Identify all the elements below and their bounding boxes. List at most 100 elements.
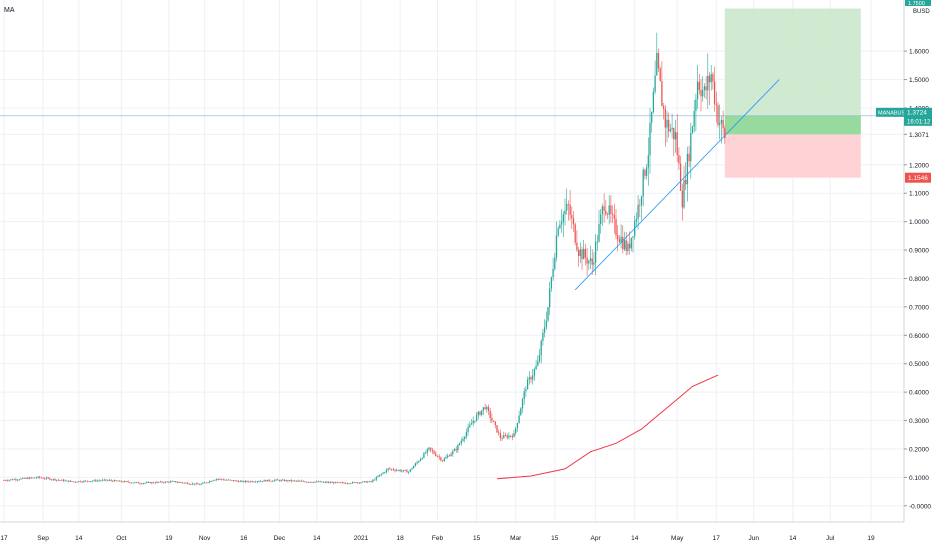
candle-body — [545, 320, 547, 328]
candle-body — [166, 481, 168, 483]
candle-body — [666, 119, 668, 128]
candle-body — [317, 481, 320, 483]
candle-body — [314, 481, 316, 483]
candle-body — [338, 482, 340, 484]
time-tick-label: 19 — [867, 535, 875, 542]
candle-body — [387, 468, 389, 470]
candle-body — [572, 218, 575, 225]
candle-body — [414, 463, 417, 467]
candle-body — [475, 415, 478, 421]
candle-body — [613, 214, 615, 219]
candle-body — [173, 481, 175, 482]
candle-body — [168, 481, 170, 483]
candle-body — [52, 478, 54, 480]
candle-body — [147, 482, 150, 483]
candle-body — [669, 129, 672, 132]
candle-body — [226, 479, 228, 481]
candle-body — [632, 236, 634, 238]
candle-body — [594, 241, 597, 263]
candle-body — [220, 478, 223, 480]
candle-body — [47, 477, 49, 479]
candle-body — [557, 228, 559, 236]
trendline[interactable] — [574, 79, 780, 291]
candle-body — [333, 482, 335, 484]
candle-body — [603, 206, 605, 211]
candle-body — [195, 483, 197, 485]
candle-body — [457, 444, 459, 451]
price-tick-label: 0.2000 — [909, 446, 929, 453]
time-axis[interactable]: 17 Sep 14 Oct 19 Nov 16 Dec 14 2021 18 Feb 15 Mar 15 Ap… — [0, 521, 904, 550]
time-tick-label: 15 — [473, 535, 481, 542]
candle-body — [464, 436, 466, 440]
candle-body — [346, 483, 349, 485]
candle-body — [90, 481, 92, 482]
candle-body — [311, 481, 313, 483]
candle-body — [362, 481, 364, 483]
candle-body — [472, 420, 474, 424]
candle-body — [688, 153, 690, 162]
candle-body — [350, 483, 352, 485]
stop-price-label: 1.1546 — [908, 175, 928, 182]
candle-body — [504, 435, 507, 436]
candle-body — [124, 481, 126, 483]
candle-body — [671, 127, 673, 130]
candle-body — [664, 108, 666, 128]
candle-body — [307, 481, 309, 483]
candle-body — [30, 477, 32, 479]
candle-body — [59, 480, 61, 481]
candle-body — [219, 478, 221, 480]
time-tick-label: 17 — [0, 535, 8, 542]
candle-body — [377, 476, 379, 478]
candle-body — [40, 477, 43, 479]
candle-body — [426, 449, 428, 453]
candle-body — [237, 481, 240, 482]
candle-body — [380, 473, 383, 475]
candle-body — [576, 242, 578, 251]
candle-body — [355, 482, 357, 483]
candle-body — [656, 52, 658, 76]
candle-body — [10, 479, 12, 481]
candle-body — [455, 449, 457, 451]
target-price-tag — [905, 0, 931, 6]
price-tick-label: 1.1000 — [909, 191, 929, 198]
price-tick-label: 0.3000 — [909, 418, 929, 425]
candle-body — [110, 480, 112, 481]
candle-body — [192, 483, 194, 485]
price-axis[interactable]: -0.0000 0.1000 0.2000 0.3000 0.4000 0.5000 0.6… — [876, 0, 932, 550]
candle-body — [28, 477, 31, 479]
candle-body — [571, 215, 573, 219]
candle-body — [169, 481, 172, 483]
candle-body — [368, 481, 371, 482]
candle-body — [676, 132, 678, 156]
candle-body — [375, 477, 377, 480]
candle-body — [407, 471, 410, 473]
candlestick-series — [3, 32, 726, 486]
candle-body — [304, 481, 306, 483]
candle-body — [260, 481, 262, 482]
candle-body — [316, 481, 318, 483]
candle-body — [95, 480, 97, 482]
candle-body — [615, 218, 617, 236]
candle-body — [370, 481, 372, 482]
price-tick-label: 0.1000 — [909, 475, 929, 482]
candle-body — [66, 480, 68, 482]
candle-body — [668, 119, 670, 132]
candle-body — [295, 480, 298, 482]
candle-body — [236, 480, 238, 482]
candle-body — [462, 439, 464, 441]
candle-body — [453, 449, 456, 452]
candle-body — [674, 132, 677, 140]
time-tick-label: 14 — [789, 535, 797, 542]
candle-body — [135, 482, 138, 484]
candle-body — [567, 203, 570, 205]
candle-body — [86, 480, 88, 482]
candle-body — [96, 480, 99, 482]
candle-body — [385, 469, 388, 473]
candle-body — [431, 449, 434, 452]
quote-currency-label: BUSD — [913, 9, 930, 15]
candle-body — [538, 355, 541, 362]
candle-body — [358, 482, 360, 484]
candle-body — [249, 481, 252, 482]
candle-body — [227, 479, 230, 481]
